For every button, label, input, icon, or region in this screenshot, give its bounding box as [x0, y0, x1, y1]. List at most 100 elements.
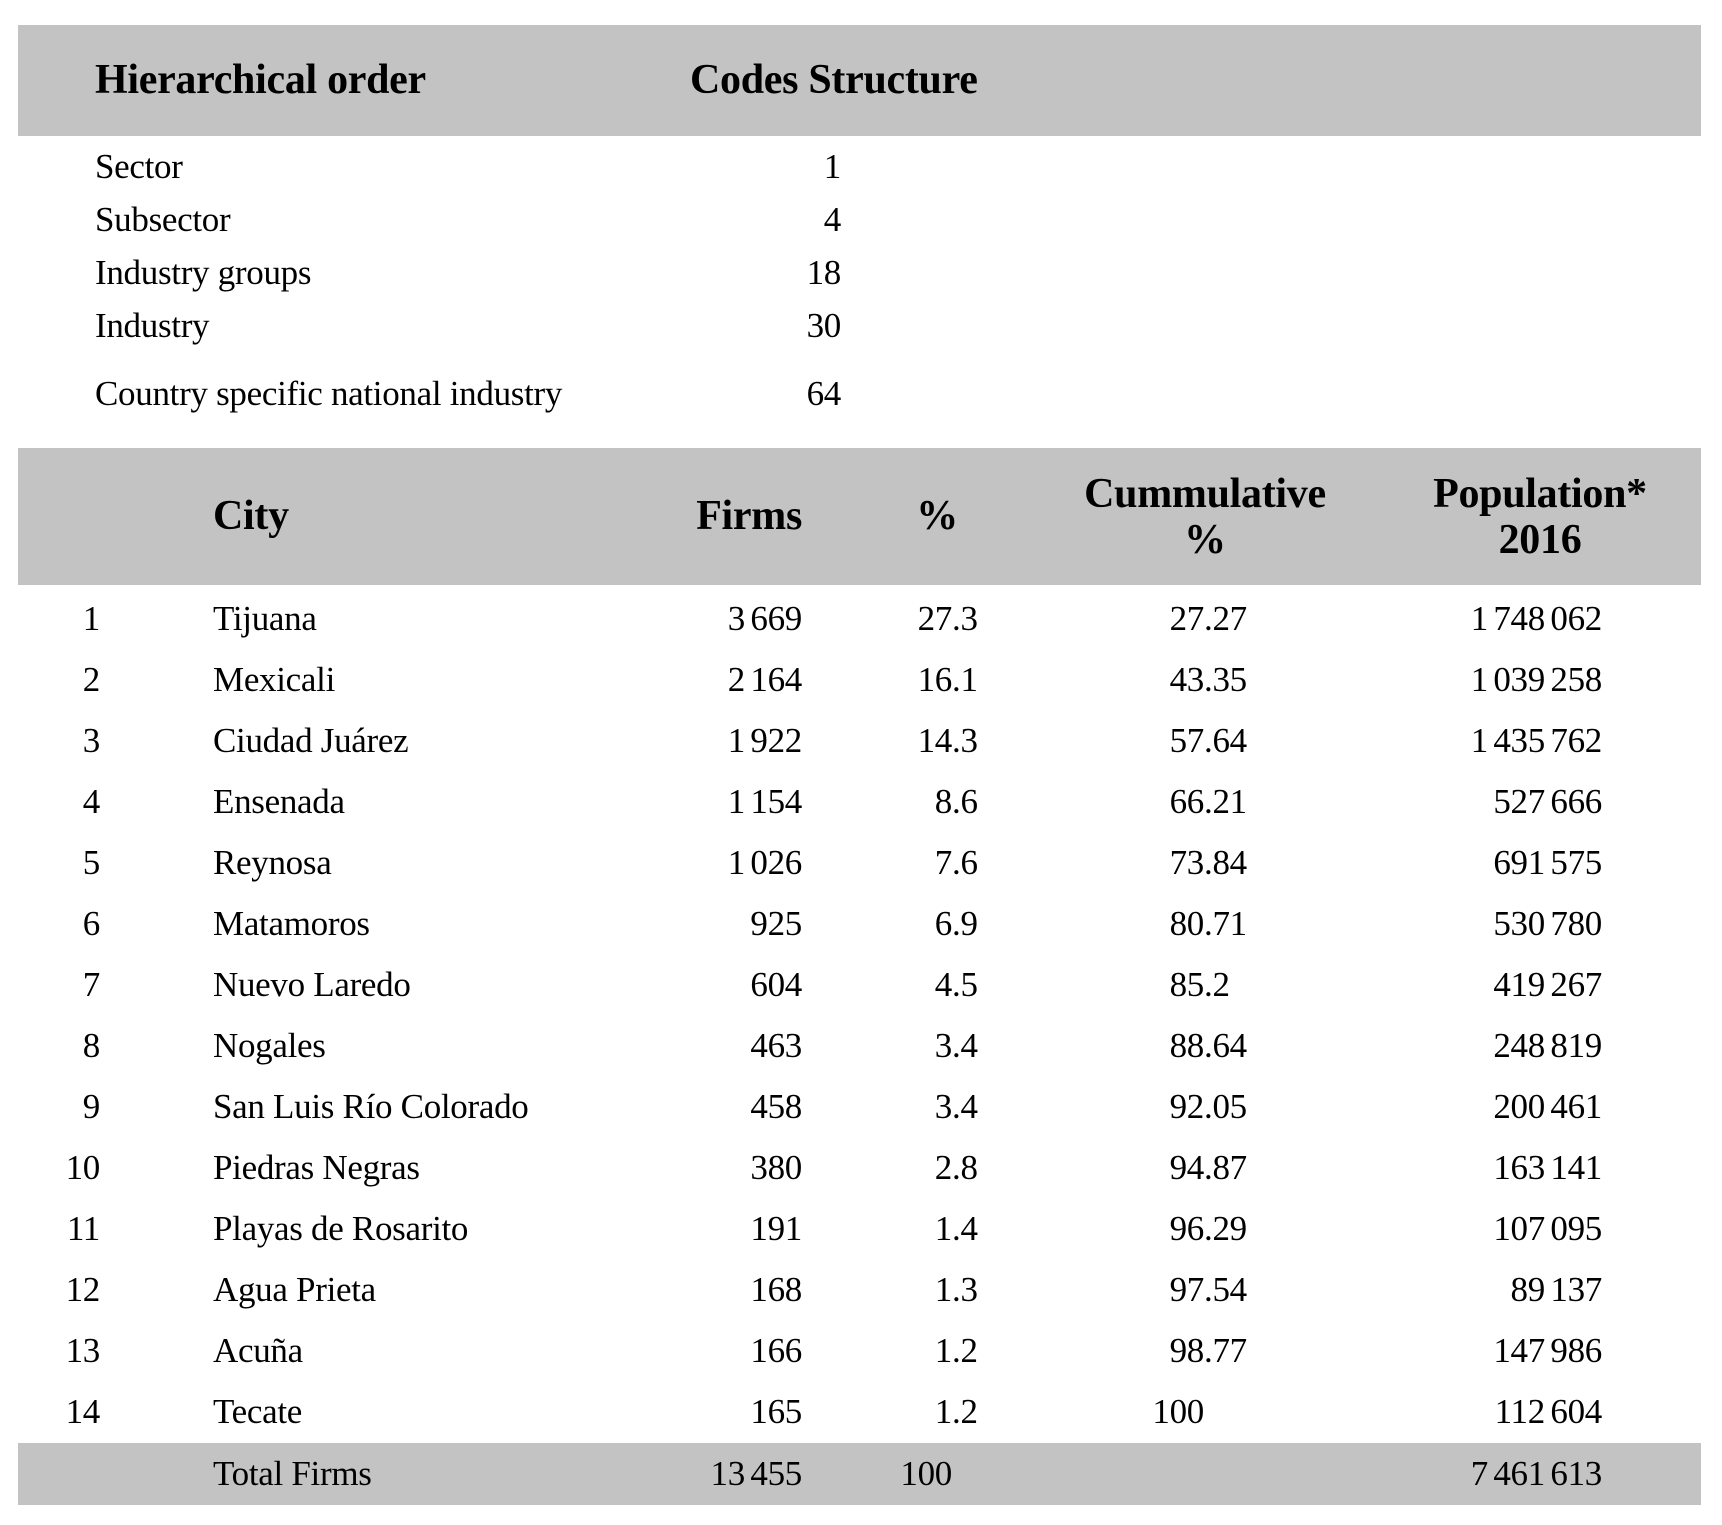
row-city: Agua Prieta — [213, 1270, 376, 1309]
codes-row-value: 64 — [806, 374, 842, 413]
row-cumulative-fraction: .71 — [1204, 904, 1247, 943]
table-row: 14 Tecate 165 1 .2 100 112 604 — [0, 1381, 1722, 1442]
row-cumulative-fraction: .35 — [1204, 660, 1247, 699]
cumulative-header-line2: % — [1184, 516, 1226, 563]
table-row: 3 Ciudad Juárez 1 922 14 .3 57 .64 1 435… — [0, 710, 1722, 771]
row-cumulative-percent: 43 — [1169, 660, 1205, 699]
row-cumulative-percent: 66 — [1169, 782, 1205, 821]
row-percent: 3 — [934, 1026, 953, 1065]
table-row: 1 Tijuana 3 669 27 .3 27 .27 1 748 062 — [0, 588, 1722, 649]
row-city: Nogales — [213, 1026, 326, 1065]
city-table-body: 1 Tijuana 3 669 27 .3 27 .27 1 748 062 2… — [0, 588, 1722, 1442]
row-cumulative-percent: 100 — [1152, 1392, 1204, 1431]
table-row: 12 Agua Prieta 168 1 .3 97 .54 89 137 — [0, 1259, 1722, 1320]
row-population: 163 141 — [1493, 1148, 1602, 1187]
total-label: Total Firms — [213, 1454, 372, 1493]
codes-row-label: Subsector — [95, 200, 231, 239]
row-percent: 16 — [917, 660, 953, 699]
row-population: 691 575 — [1493, 843, 1602, 882]
codes-table-row: Country specific national industry 64 — [0, 374, 1722, 414]
row-percent-fraction: .9 — [952, 904, 978, 943]
row-population: 200 461 — [1493, 1087, 1602, 1126]
row-rank: 8 — [82, 1026, 101, 1065]
row-percent: 27 — [917, 599, 953, 638]
row-cumulative-fraction: .84 — [1204, 843, 1247, 882]
row-firms: 165 — [750, 1392, 802, 1431]
table-row: 9 San Luis Río Colorado 458 3 .4 92 .05 … — [0, 1076, 1722, 1137]
row-firms: 604 — [750, 965, 802, 1004]
city-table-header: City Firms % Cummulative % Population* 2… — [18, 448, 1701, 585]
codes-table-row: Subsector 4 — [0, 200, 1722, 240]
codes-table-header: Hierarchical order Codes Structure — [18, 25, 1701, 136]
row-percent: 4 — [934, 965, 953, 1004]
firms-column-header: Firms — [696, 493, 802, 539]
row-rank: 1 — [82, 599, 101, 638]
row-cumulative-percent: 88 — [1169, 1026, 1205, 1065]
row-rank: 11 — [66, 1209, 100, 1248]
codes-row-label: Country specific national industry — [95, 374, 563, 413]
row-cumulative-fraction: .05 — [1204, 1087, 1247, 1126]
codes-row-value: 4 — [823, 200, 842, 239]
total-percent: 100 — [900, 1454, 952, 1493]
row-cumulative-fraction: .64 — [1204, 721, 1247, 760]
total-population: 7 461 613 — [1470, 1454, 1603, 1493]
row-percent: 1 — [934, 1392, 953, 1431]
row-population: 530 780 — [1493, 904, 1602, 943]
row-city: Nuevo Laredo — [213, 965, 411, 1004]
row-percent-fraction: .8 — [952, 1148, 978, 1187]
row-population: 527 666 — [1493, 782, 1602, 821]
row-rank: 14 — [65, 1392, 101, 1431]
row-cumulative-fraction: .54 — [1204, 1270, 1247, 1309]
row-rank: 2 — [82, 660, 101, 699]
row-population: 248 819 — [1493, 1026, 1602, 1065]
row-city: Ensenada — [213, 782, 345, 821]
row-firms: 1 154 — [727, 782, 803, 821]
row-city: Tijuana — [213, 599, 317, 638]
row-firms: 168 — [750, 1270, 802, 1309]
row-cumulative-percent: 94 — [1169, 1148, 1205, 1187]
codes-row-label: Sector — [95, 147, 183, 186]
row-population: 1 039 258 — [1470, 660, 1603, 699]
codes-header-codes-structure: Codes Structure — [690, 57, 978, 103]
row-rank: 7 — [82, 965, 101, 1004]
row-firms: 2 164 — [727, 660, 803, 699]
row-percent-fraction: .3 — [952, 599, 978, 638]
population-header-line1: Population* — [1433, 470, 1647, 517]
row-city: Mexicali — [213, 660, 335, 699]
codes-row-value: 30 — [806, 306, 842, 345]
row-cumulative-percent: 92 — [1169, 1087, 1205, 1126]
row-city: San Luis Río Colorado — [213, 1087, 529, 1126]
row-population: 89 137 — [1510, 1270, 1603, 1309]
codes-table-row: Industry 30 — [0, 306, 1722, 346]
row-firms: 380 — [750, 1148, 802, 1187]
row-percent-fraction: .1 — [952, 660, 978, 699]
row-firms: 3 669 — [727, 599, 803, 638]
row-rank: 4 — [82, 782, 101, 821]
row-population: 1 435 762 — [1470, 721, 1603, 760]
row-population: 419 267 — [1493, 965, 1602, 1004]
total-row: Total Firms 13 455 100 7 461 613 — [18, 1443, 1701, 1505]
row-firms: 925 — [750, 904, 802, 943]
cumulative-header-line1: Cummulative — [1084, 470, 1326, 517]
row-firms: 458 — [750, 1087, 802, 1126]
total-percent-fraction — [952, 1443, 1000, 1505]
table-row: 6 Matamoros 925 6 .9 80 .71 530 780 — [0, 893, 1722, 954]
table-row: 11 Playas de Rosarito 191 1 .4 96 .29 10… — [0, 1198, 1722, 1259]
row-percent: 8 — [934, 782, 953, 821]
codes-row-label: Industry groups — [95, 253, 312, 292]
row-city: Acuña — [213, 1331, 303, 1370]
row-cumulative-fraction: .87 — [1204, 1148, 1247, 1187]
row-percent: 1 — [934, 1209, 953, 1248]
table-row: 13 Acuña 166 1 .2 98 .77 147 986 — [0, 1320, 1722, 1381]
row-firms: 463 — [750, 1026, 802, 1065]
row-percent: 1 — [934, 1331, 953, 1370]
codes-header-hierarchical-order: Hierarchical order — [95, 57, 426, 103]
row-city: Ciudad Juárez — [213, 721, 409, 760]
population-column-header: Population* 2016 — [1315, 448, 1722, 585]
row-percent: 1 — [934, 1270, 953, 1309]
row-cumulative-percent: 96 — [1169, 1209, 1205, 1248]
row-rank: 5 — [82, 843, 101, 882]
row-rank: 9 — [82, 1087, 101, 1126]
row-percent-fraction: .3 — [952, 1270, 978, 1309]
row-percent-fraction: .5 — [952, 965, 978, 1004]
